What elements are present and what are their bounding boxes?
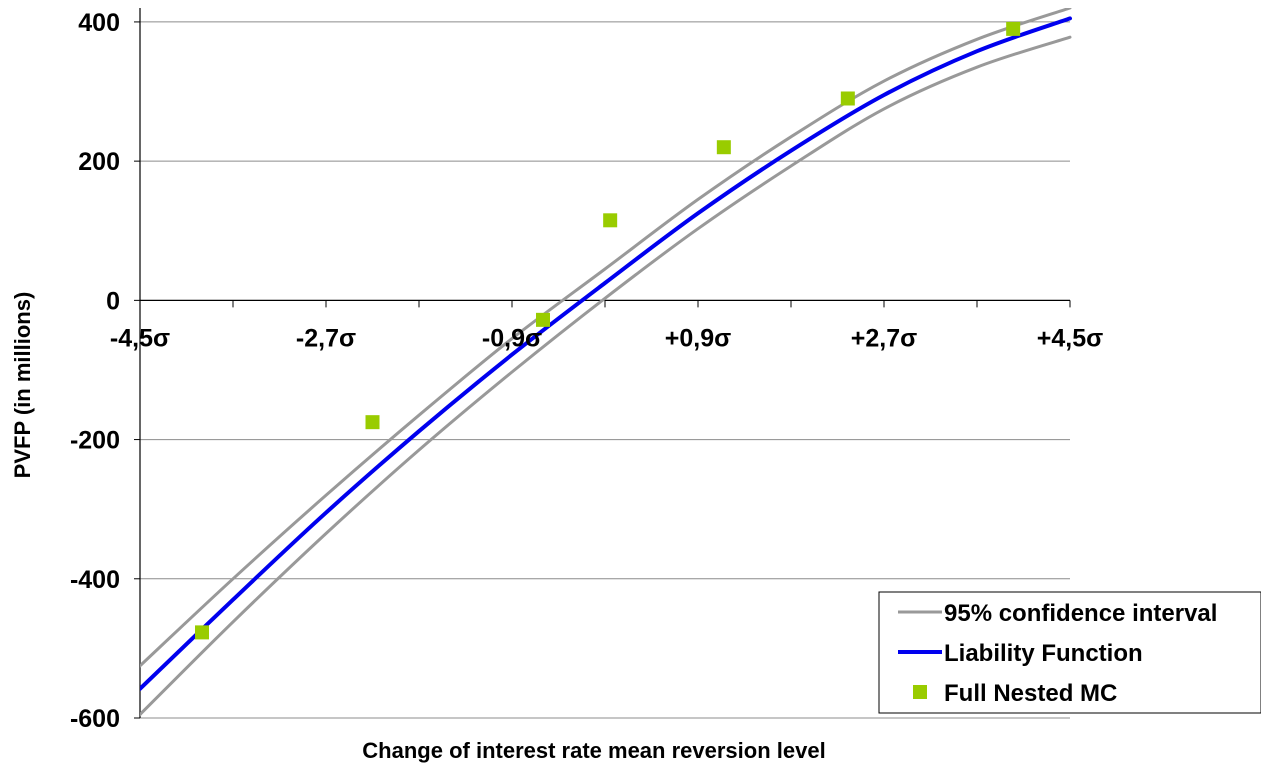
- x-tick-label: -2,7σ: [296, 324, 356, 352]
- data-point-marker: [365, 415, 380, 430]
- data-point-marker: [195, 625, 209, 640]
- y-tick-label: -200: [70, 427, 120, 455]
- x-tick-label: +0,9σ: [665, 324, 731, 352]
- data-point-marker: [536, 312, 550, 327]
- series-line-confidence-lower: [140, 35, 1072, 716]
- legend-label: Liability Function: [944, 640, 1143, 667]
- x-tick-label: +4,5σ: [1037, 324, 1103, 352]
- y-tick-label: -400: [70, 566, 120, 594]
- y-tick-label: 200: [78, 148, 120, 176]
- legend-swatch: [913, 685, 927, 699]
- gridlines: [140, 21, 1070, 719]
- y-tick-label: 0: [106, 287, 120, 315]
- series-line-liability-function: [140, 16, 1072, 691]
- data-point-marker: [840, 91, 855, 106]
- tick-labels: 400 200 0 -200 -400 -600 -4,5σ -2,7σ -0,9σ +0,9σ +…: [70, 9, 1103, 733]
- x-tick-label: -0,9σ: [482, 324, 542, 352]
- x-axis-title: Change of interest rate mean reversion l…: [362, 738, 825, 763]
- axes: [134, 8, 1071, 719]
- data-point-marker: [1006, 21, 1021, 36]
- y-tick-label: -600: [70, 705, 120, 733]
- data-point-marker: [716, 140, 731, 155]
- series-line-95-confidence-interval: [140, 8, 1072, 668]
- legend-label: 95% confidence interval: [944, 600, 1217, 627]
- legend-box: [878, 591, 1261, 714]
- y-axis-title: PVFP (in millions): [10, 292, 35, 479]
- x-tick-label: -4,5σ: [110, 324, 170, 352]
- y-tick-label: 400: [78, 9, 120, 37]
- series-layer: [140, 8, 1072, 716]
- legend: 95% confidence interval Liability Functio…: [878, 591, 1261, 714]
- legend-label: Full Nested MC: [944, 680, 1117, 707]
- data-point-marker: [603, 213, 618, 228]
- x-tick-label: +2,7σ: [851, 324, 917, 352]
